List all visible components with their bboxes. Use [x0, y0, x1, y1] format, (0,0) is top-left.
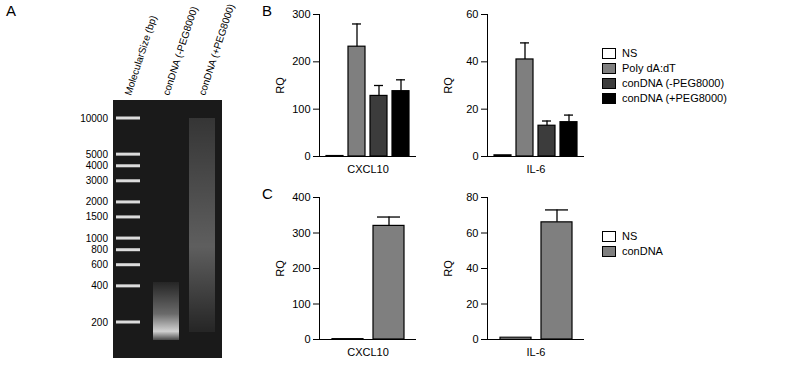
- html-text:conDNA (-PEG8000): conDNA (-PEG8000): [622, 77, 725, 89]
- svg-text:20: 20: [466, 103, 478, 115]
- svg-text:RQ: RQ: [274, 77, 286, 94]
- svg-text:0: 0: [304, 150, 310, 162]
- svg-text:5000: 5000: [86, 149, 109, 160]
- html-text:conDNA (+PEG8000): conDNA (+PEG8000): [622, 92, 727, 104]
- html-text:B: B: [262, 2, 272, 19]
- svg-text:IL-6: IL-6: [527, 346, 546, 358]
- svg-text:800: 800: [91, 244, 108, 255]
- svg-text:60: 60: [466, 227, 478, 239]
- svg-text:conDNA (-PEG8000): conDNA (-PEG8000): [160, 5, 199, 97]
- html-text:Poly dA:dT: Poly dA:dT: [622, 62, 676, 74]
- svg-text:1500: 1500: [86, 211, 109, 222]
- svg-text:200: 200: [292, 262, 310, 274]
- html-text:A: A: [6, 2, 16, 19]
- svg-text:IL-6: IL-6: [527, 163, 546, 175]
- svg-text:300: 300: [292, 227, 310, 239]
- svg-text:0: 0: [472, 150, 478, 162]
- svg-text:100: 100: [292, 298, 310, 310]
- svg-text:0: 0: [304, 333, 310, 345]
- svg-text:300: 300: [292, 8, 310, 20]
- svg-text:0: 0: [472, 333, 478, 345]
- svg-text:40: 40: [466, 55, 478, 67]
- svg-text:20: 20: [466, 298, 478, 310]
- svg-text:RQ: RQ: [274, 260, 286, 277]
- svg-text:80: 80: [466, 191, 478, 203]
- svg-text:600: 600: [91, 259, 108, 270]
- svg-text:60: 60: [466, 8, 478, 20]
- svg-text:40: 40: [466, 262, 478, 274]
- html-text:NS: NS: [622, 47, 638, 59]
- svg-text:4000: 4000: [86, 160, 109, 171]
- svg-text:RQ: RQ: [442, 77, 454, 94]
- svg-text:200: 200: [91, 317, 108, 328]
- svg-text:100: 100: [292, 103, 310, 115]
- svg-text:400: 400: [91, 280, 108, 291]
- svg-text:MolecularSize (bp): MolecularSize (bp): [122, 14, 158, 97]
- svg-text:CXCL10: CXCL10: [347, 163, 389, 175]
- svg-text:CXCL10: CXCL10: [347, 346, 389, 358]
- svg-text:3000: 3000: [86, 175, 109, 186]
- svg-text:400: 400: [292, 191, 310, 203]
- svg-text:2000: 2000: [86, 196, 109, 207]
- html-text:NS: NS: [622, 230, 638, 242]
- svg-text:10000: 10000: [80, 113, 108, 124]
- svg-text:RQ: RQ: [442, 260, 454, 277]
- html-text:C: C: [262, 185, 273, 202]
- html-text:conDNA: conDNA: [622, 245, 663, 257]
- svg-text:conDNA (+PEG8000): conDNA (+PEG8000): [196, 3, 236, 97]
- svg-text:200: 200: [292, 55, 310, 67]
- svg-text:1000: 1000: [86, 233, 109, 244]
